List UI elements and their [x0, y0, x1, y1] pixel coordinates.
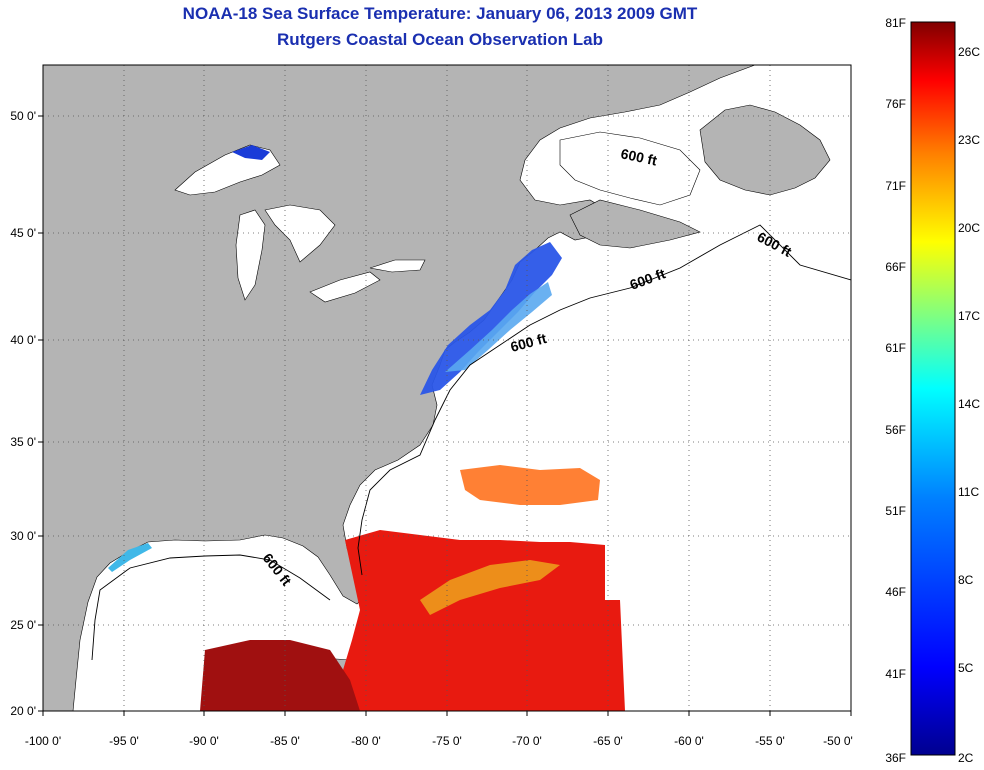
- colorbar-f-label: 41F: [885, 667, 906, 681]
- colorbar-f-label: 71F: [885, 179, 906, 193]
- lake-michigan: [235, 209, 266, 301]
- colorbar-f-label: 76F: [885, 97, 906, 111]
- lat-tick-label: 30 0': [10, 529, 36, 543]
- sst-gulf-coast-cyan: [108, 543, 152, 572]
- colorbar-c-label: 20C: [958, 221, 980, 235]
- colorbar-f-label: 61F: [885, 341, 906, 355]
- lon-tick-label: -85 0': [270, 734, 300, 748]
- lat-tick-label: 35 0': [10, 435, 36, 449]
- colorbar-c-label: 2C: [958, 751, 974, 765]
- lat-tick-label: 40 0': [10, 333, 36, 347]
- colorbar-c-label: 26C: [958, 45, 980, 59]
- colorbar-f-label: 36F: [885, 751, 906, 765]
- lon-tick-label: -75 0': [432, 734, 462, 748]
- lon-tick-label: -80 0': [351, 734, 381, 748]
- colorbar-c-label: 11C: [958, 485, 979, 499]
- lon-tick-label: -95 0': [109, 734, 139, 748]
- sst-atlantic-orange: [460, 465, 600, 505]
- lon-tick-label: -90 0': [189, 734, 219, 748]
- colorbar-c-label: 5C: [958, 661, 974, 675]
- lake-superior-ice: [232, 145, 270, 160]
- lat-tick-label: 45 0': [10, 226, 36, 240]
- isobath-gulf: [91, 554, 331, 661]
- page-title: NOAA-18 Sea Surface Temperature: January…: [182, 4, 698, 23]
- gulf-of-st-lawrence-water: [559, 131, 701, 206]
- sst-shelf-cyan: [445, 282, 552, 372]
- lat-tick-label: 20 0': [10, 704, 36, 718]
- colorbar-c-label: 8C: [958, 573, 974, 587]
- colorbar-f-label: 81F: [885, 16, 906, 30]
- lon-tick-label: -70 0': [512, 734, 542, 748]
- lon-tick-label: -65 0': [593, 734, 623, 748]
- sst-gulf-stream-mix: [420, 560, 560, 615]
- lat-tick-label: 50 0': [10, 109, 36, 123]
- colorbar: [910, 21, 956, 756]
- isobath-northeast: [434, 224, 851, 421]
- colorbar-f-label: 66F: [885, 260, 906, 274]
- colorbar-f-label: 46F: [885, 585, 906, 599]
- sst-atlantic-warm: [330, 530, 625, 711]
- colorbar-c-label: 17C: [958, 309, 980, 323]
- nova-scotia-land: [569, 199, 701, 249]
- sst-northeast-coastal-cold: [420, 242, 562, 395]
- contour-label: 600 ft: [619, 145, 658, 168]
- isobath-600ft: [91, 224, 851, 661]
- lake-huron: [264, 204, 336, 263]
- colorbar-f-label: 56F: [885, 423, 906, 437]
- lat-tick-label: 25 0': [10, 618, 36, 632]
- isobath-southeast: [357, 419, 436, 576]
- lon-tick-label: -100 0': [25, 734, 61, 748]
- lake-ontario: [369, 259, 426, 273]
- lon-tick-label: -50 0': [823, 734, 853, 748]
- lon-tick-label: -55 0': [755, 734, 785, 748]
- sst-caribbean-darkred: [200, 640, 360, 711]
- colorbar-c-label: 23C: [958, 133, 980, 147]
- colorbar-f-label: 51F: [885, 504, 906, 518]
- page-subtitle: Rutgers Coastal Ocean Observation Lab: [277, 30, 603, 49]
- lon-tick-label: -60 0': [674, 734, 704, 748]
- lake-erie: [309, 271, 381, 303]
- newfoundland-land: [699, 104, 831, 196]
- colorbar-c-label: 14C: [958, 397, 980, 411]
- axis-ticks: [38, 115, 852, 716]
